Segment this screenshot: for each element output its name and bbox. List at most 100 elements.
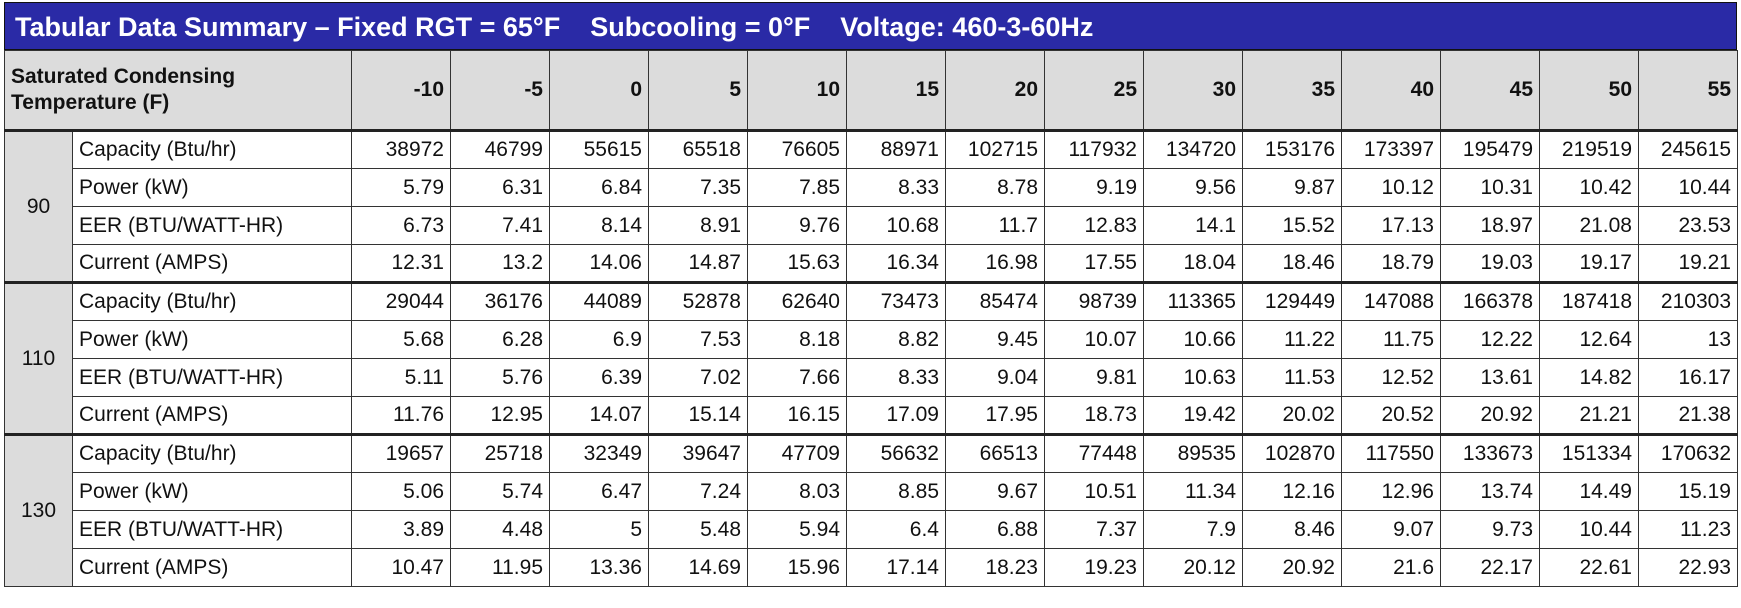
column-header: 0 <box>549 50 649 132</box>
value-cell: 12.95 <box>450 396 550 435</box>
value-cell: 15.96 <box>747 548 847 587</box>
value-cell: 170632 <box>1638 433 1738 473</box>
value-cell: 14.07 <box>549 396 649 435</box>
value-cell: 9.87 <box>1242 168 1342 207</box>
value-cell: 113365 <box>1143 281 1243 321</box>
value-cell: 129449 <box>1242 281 1342 321</box>
corner-header: Saturated Condensing Temperature (F) <box>4 50 352 132</box>
value-cell: 6.9 <box>549 320 649 359</box>
row-label: Power (kW) <box>72 320 352 359</box>
value-cell: 187418 <box>1539 281 1639 321</box>
value-cell: 8.33 <box>846 168 946 207</box>
group-label: 90 <box>4 129 73 283</box>
value-cell: 18.97 <box>1440 206 1540 245</box>
value-cell: 210303 <box>1638 281 1738 321</box>
value-cell: 10.68 <box>846 206 946 245</box>
value-cell: 8.78 <box>945 168 1045 207</box>
data-table: Saturated Condensing Temperature (F) -10… <box>4 50 1738 587</box>
value-cell: 13.74 <box>1440 472 1540 511</box>
value-cell: 5.48 <box>648 510 748 549</box>
data-row: Current (AMPS) 11.76 12.95 14.07 15.14 16.15 1… <box>5 396 1738 435</box>
value-cell: 5.68 <box>351 320 451 359</box>
value-cell: 39647 <box>648 433 748 473</box>
value-cell: 7.35 <box>648 168 748 207</box>
value-cell: 98739 <box>1044 281 1144 321</box>
data-row: EER (BTU/WATT-HR) 6.73 7.41 8.14 8.91 9.76 10.… <box>5 206 1738 245</box>
value-cell: 19.17 <box>1539 244 1639 283</box>
value-cell: 102870 <box>1242 433 1342 473</box>
value-cell: 8.18 <box>747 320 847 359</box>
row-label: Current (AMPS) <box>72 244 352 283</box>
value-cell: 5.94 <box>747 510 847 549</box>
value-cell: 10.47 <box>351 548 451 587</box>
value-cell: 17.95 <box>945 396 1045 435</box>
value-cell: 56632 <box>846 433 946 473</box>
value-cell: 6.39 <box>549 358 649 397</box>
value-cell: 20.52 <box>1341 396 1441 435</box>
value-cell: 12.52 <box>1341 358 1441 397</box>
column-header: 20 <box>945 50 1045 132</box>
value-cell: 17.13 <box>1341 206 1441 245</box>
value-cell: 12.64 <box>1539 320 1639 359</box>
value-cell: 36176 <box>450 281 550 321</box>
value-cell: 19.42 <box>1143 396 1243 435</box>
data-row: 130 Capacity (Btu/hr) 19657 25718 32349 39647… <box>4 433 1738 587</box>
value-cell: 173397 <box>1341 129 1441 169</box>
value-cell: 18.23 <box>945 548 1045 587</box>
value-cell: 9.19 <box>1044 168 1144 207</box>
value-cell: 7.02 <box>648 358 748 397</box>
column-header: 50 <box>1539 50 1639 132</box>
value-cell: 8.82 <box>846 320 946 359</box>
value-cell: 89535 <box>1143 433 1243 473</box>
column-header: 35 <box>1242 50 1342 132</box>
value-cell: 6.47 <box>549 472 649 511</box>
value-cell: 8.46 <box>1242 510 1342 549</box>
data-row: EER (BTU/WATT-HR) 3.89 4.48 5 5.48 5.94 6.4 6.8… <box>5 510 1738 549</box>
data-row: Power (kW) 5.79 6.31 6.84 7.35 7.85 8.33 8.78 9.… <box>5 168 1738 207</box>
value-cell: 6.28 <box>450 320 550 359</box>
value-cell: 5 <box>549 510 649 549</box>
value-cell: 62640 <box>747 281 847 321</box>
column-header: 10 <box>747 50 847 132</box>
value-cell: 7.37 <box>1044 510 1144 549</box>
value-cell: 7.85 <box>747 168 847 207</box>
value-cell: 21.21 <box>1539 396 1639 435</box>
value-cell: 16.15 <box>747 396 847 435</box>
value-cell: 12.31 <box>351 244 451 283</box>
value-cell: 102715 <box>945 129 1045 169</box>
value-cell: 10.42 <box>1539 168 1639 207</box>
value-cell: 77448 <box>1044 433 1144 473</box>
value-cell: 13.2 <box>450 244 550 283</box>
value-cell: 11.53 <box>1242 358 1342 397</box>
value-cell: 76605 <box>747 129 847 169</box>
value-cell: 9.76 <box>747 206 847 245</box>
value-cell: 22.93 <box>1638 548 1738 587</box>
value-cell: 133673 <box>1440 433 1540 473</box>
data-row: 110 Capacity (Btu/hr) 29044 36176 44089 52878… <box>4 281 1738 435</box>
value-cell: 19.23 <box>1044 548 1144 587</box>
value-cell: 21.08 <box>1539 206 1639 245</box>
value-cell: 16.34 <box>846 244 946 283</box>
value-cell: 10.44 <box>1638 168 1738 207</box>
row-label: Capacity (Btu/hr) <box>72 281 352 321</box>
value-cell: 8.14 <box>549 206 649 245</box>
value-cell: 9.81 <box>1044 358 1144 397</box>
row-label: Power (kW) <box>72 472 352 511</box>
value-cell: 14.06 <box>549 244 649 283</box>
column-header: 55 <box>1638 50 1738 132</box>
value-cell: 12.22 <box>1440 320 1540 359</box>
value-cell: 11.7 <box>945 206 1045 245</box>
value-cell: 21.38 <box>1638 396 1738 435</box>
value-cell: 52878 <box>648 281 748 321</box>
value-cell: 147088 <box>1341 281 1441 321</box>
column-header: 40 <box>1341 50 1441 132</box>
title-bar: Tabular Data Summary – Fixed RGT = 65°F … <box>4 2 1737 50</box>
value-cell: 7.24 <box>648 472 748 511</box>
value-cell: 19.21 <box>1638 244 1738 283</box>
value-cell: 11.75 <box>1341 320 1441 359</box>
value-cell: 8.91 <box>648 206 748 245</box>
value-cell: 8.03 <box>747 472 847 511</box>
data-row: Power (kW) 5.68 6.28 6.9 7.53 8.18 8.82 9.45 10.… <box>5 320 1738 359</box>
value-cell: 8.33 <box>846 358 946 397</box>
